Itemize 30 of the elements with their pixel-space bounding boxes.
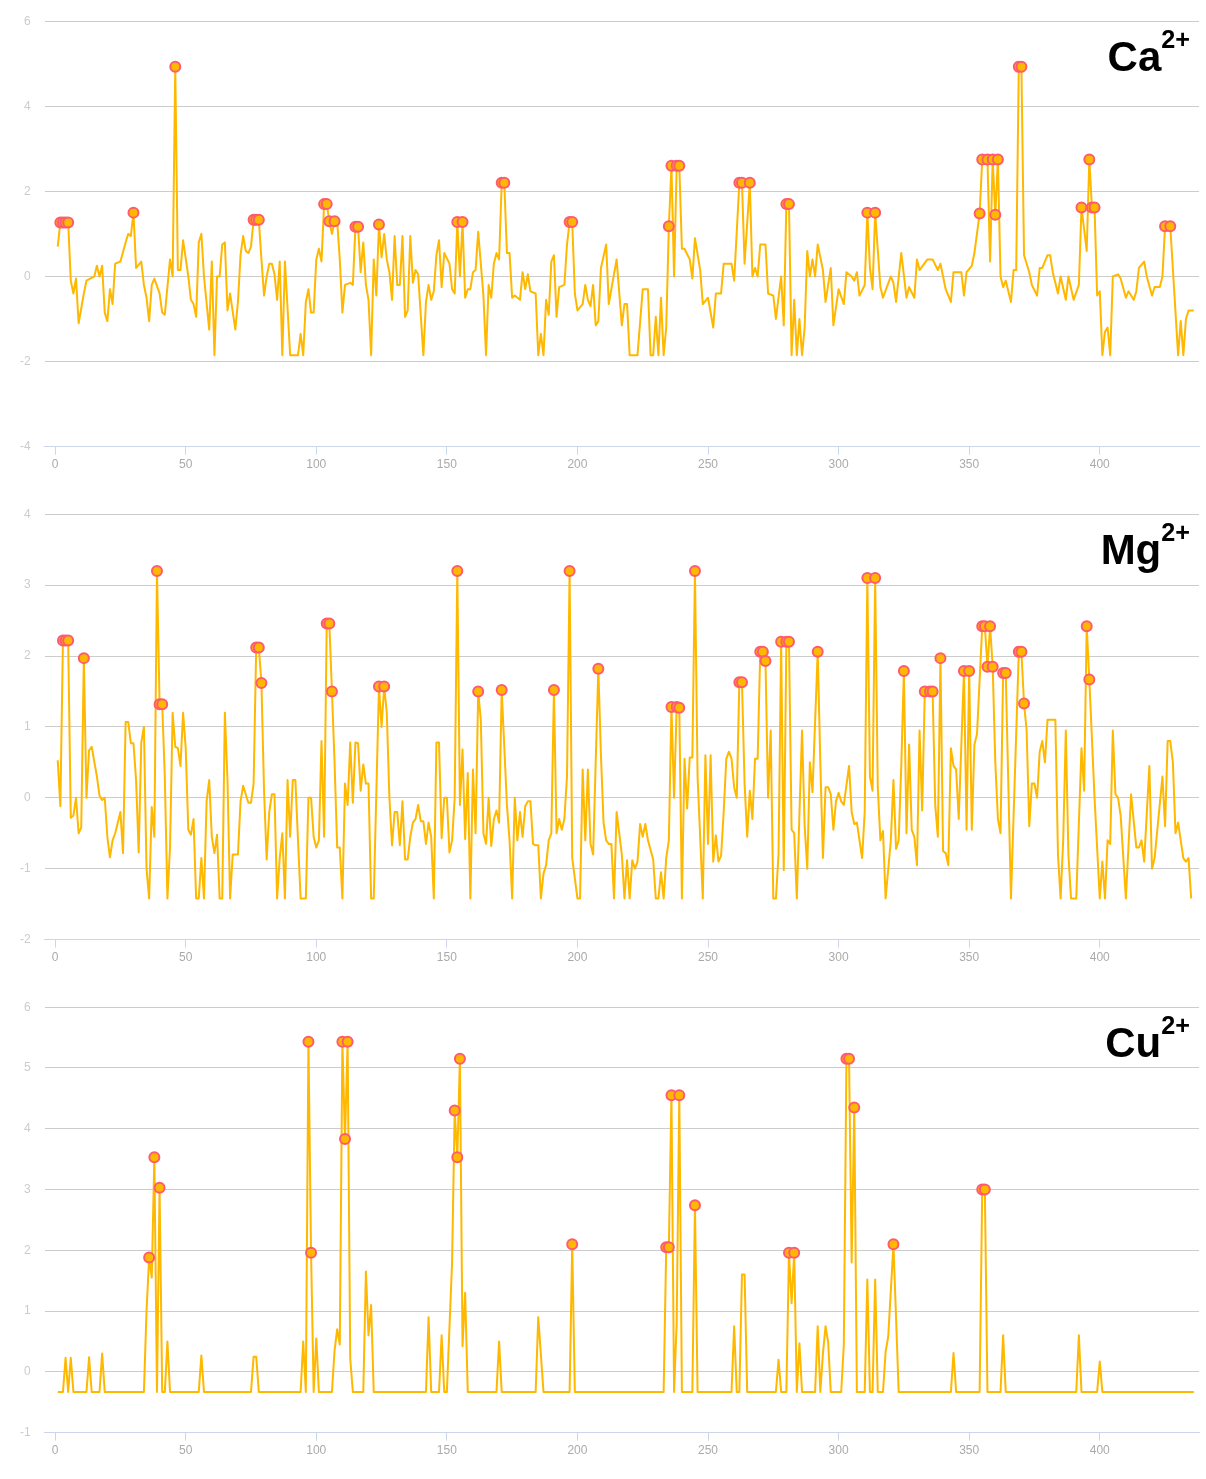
x-tick-label: 300 <box>828 950 849 965</box>
x-tick-label: 250 <box>698 1443 719 1458</box>
x-tick-label: 50 <box>179 1443 193 1458</box>
x-tick-label: 0 <box>51 1443 59 1458</box>
x-tick-label: 150 <box>436 950 458 965</box>
x-tick-label: 50 <box>179 950 193 965</box>
chart-title: Cu$^{2+}$ <box>1105 1011 1190 1066</box>
x-tick-label: 200 <box>567 1443 588 1458</box>
chart-title: Ca$^{2+}$ <box>1107 25 1190 80</box>
x-tick-label: 150 <box>436 457 458 472</box>
x-tick-label: 50 <box>179 457 193 472</box>
x-tick-label: 400 <box>1089 457 1111 472</box>
x-tick-label: 250 <box>698 457 719 472</box>
x-tick-label: 350 <box>959 950 980 965</box>
x-tick-label: 400 <box>1089 950 1111 965</box>
x-tick-label: 100 <box>306 457 327 472</box>
x-tick-label: 350 <box>959 457 980 472</box>
x-tick-label: 0 <box>51 950 59 965</box>
x-tick-label: 200 <box>567 950 588 965</box>
x-tick-label: 250 <box>698 950 719 965</box>
x-tick-label: 300 <box>828 457 849 472</box>
x-tick-label: 150 <box>436 1443 458 1458</box>
x-tick-label: 400 <box>1089 1443 1111 1458</box>
x-tick-label: 350 <box>959 1443 980 1458</box>
x-tick-label: 100 <box>306 1443 327 1458</box>
x-tick-label: 100 <box>306 950 327 965</box>
chart-title: Mg$^{2+}$ <box>1100 518 1190 573</box>
x-tick-label: 200 <box>567 457 588 472</box>
x-tick-label: 0 <box>51 457 59 472</box>
x-tick-label: 300 <box>828 1443 849 1458</box>
